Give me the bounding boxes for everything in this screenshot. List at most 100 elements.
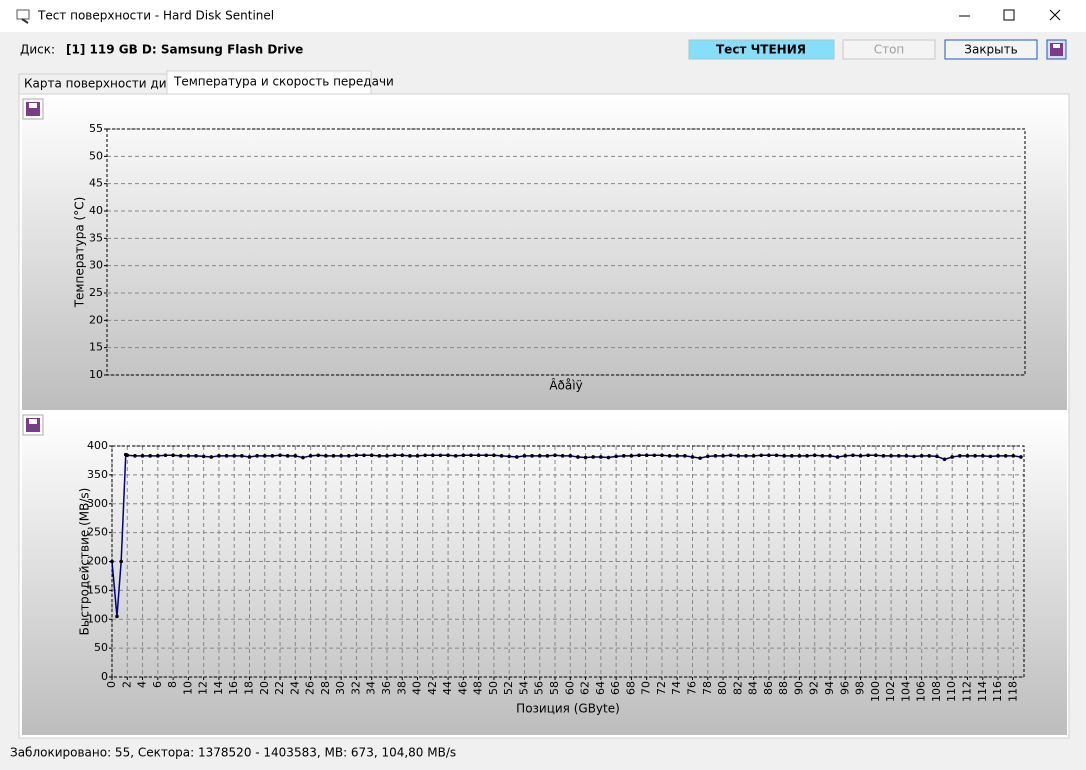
x-tick-label: 60	[563, 681, 576, 695]
data-point	[988, 454, 993, 459]
data-point	[530, 454, 534, 458]
x-tick-label: 62	[579, 681, 592, 695]
data-point	[667, 454, 672, 458]
y-tick-label: 150	[87, 583, 108, 596]
data-point	[324, 454, 328, 458]
data-point	[115, 614, 119, 619]
data-point	[576, 455, 580, 459]
data-point	[965, 454, 970, 458]
x-tick-label: 2	[120, 681, 133, 688]
y-tick-label: 20	[89, 313, 103, 326]
x-tick-label: 46	[456, 681, 469, 695]
data-point	[980, 454, 985, 458]
data-point	[919, 454, 924, 458]
x-tick-label: 84	[747, 681, 760, 695]
data-point	[660, 453, 664, 458]
data-point	[446, 453, 450, 458]
y-tick-label: 55	[89, 122, 103, 135]
data-point	[476, 453, 481, 458]
y-tick-label: 40	[89, 204, 103, 217]
x-tick-label: 8	[166, 681, 179, 688]
data-point	[278, 453, 282, 458]
data-point	[705, 454, 710, 459]
data-point	[881, 454, 886, 458]
data-point	[217, 454, 221, 458]
x-tick-label: 68	[624, 681, 637, 695]
save-icon[interactable]	[22, 414, 44, 436]
x-tick-label: 98	[854, 681, 867, 695]
data-point	[599, 455, 603, 459]
x-tick-label: 106	[915, 681, 928, 702]
data-point	[156, 454, 160, 458]
status-bar-text: Заблокировано: 55, Сектора: 1378520 - 14…	[10, 746, 456, 760]
data-point	[119, 559, 123, 564]
data-point	[820, 454, 825, 458]
data-point	[415, 454, 420, 458]
data-point	[721, 454, 725, 458]
x-tick-label: 34	[365, 681, 378, 695]
x-tick-label: 14	[212, 681, 225, 695]
x-tick-label: 36	[380, 681, 393, 695]
data-point	[896, 454, 901, 458]
data-point	[515, 455, 519, 459]
data-point	[522, 454, 527, 458]
data-point	[942, 457, 947, 462]
x-tick-label: 100	[869, 681, 882, 702]
data-point	[545, 454, 550, 458]
y-tick-label: 350	[87, 468, 108, 481]
data-point	[438, 453, 443, 458]
save-icon[interactable]	[22, 98, 44, 120]
window-title: Тест поверхности - Hard Disk Sentinel	[37, 9, 274, 23]
y-tick-label: 50	[89, 149, 103, 162]
x-tick-label: 110	[945, 681, 958, 702]
stop-label: Стоп	[874, 43, 905, 57]
data-point	[759, 453, 764, 458]
x-tick-label: 78	[701, 681, 714, 695]
stop-button[interactable]	[842, 39, 936, 60]
data-point	[866, 453, 870, 458]
tab-selected[interactable]	[166, 70, 372, 96]
data-point	[400, 453, 405, 458]
data-point	[950, 455, 955, 459]
data-point	[293, 454, 298, 458]
x-tick-label: 104	[899, 681, 912, 702]
x-tick-label: 6	[151, 681, 164, 688]
close-window-button[interactable]	[1049, 9, 1061, 21]
data-point	[805, 454, 809, 458]
y-tick-label: 30	[89, 259, 103, 272]
x-tick-label: 76	[686, 681, 699, 695]
data-point	[492, 453, 496, 458]
status-box	[688, 39, 835, 60]
data-point	[912, 454, 916, 459]
y-tick-label: 400	[87, 439, 108, 452]
close-button[interactable]	[944, 39, 1038, 60]
data-point	[133, 454, 137, 458]
data-point	[958, 454, 962, 458]
data-point	[247, 455, 252, 459]
data-point	[744, 454, 748, 458]
data-point	[392, 453, 397, 458]
save-icon[interactable]	[1046, 39, 1067, 60]
data-point	[186, 454, 191, 458]
x-tick-label: 44	[441, 681, 454, 695]
data-point	[232, 454, 237, 458]
x-tick-label: 80	[716, 681, 729, 695]
data-point	[362, 453, 366, 458]
x-tick-label: 92	[808, 681, 821, 695]
x-tick-label: 4	[136, 681, 149, 688]
data-point	[194, 454, 198, 458]
data-point	[316, 453, 321, 458]
data-point	[560, 454, 565, 458]
data-point	[606, 455, 611, 460]
data-point	[369, 453, 374, 458]
status-bar	[0, 742, 1086, 764]
x-tick-label: 90	[792, 681, 805, 695]
maximize-button[interactable]	[1003, 9, 1015, 21]
data-point	[843, 454, 848, 458]
data-point	[178, 454, 183, 458]
y-tick-label: 0	[101, 670, 108, 683]
data-point	[270, 454, 275, 458]
disk-name: [1] 119 GB D: Samsung Flash Drive	[66, 43, 303, 57]
